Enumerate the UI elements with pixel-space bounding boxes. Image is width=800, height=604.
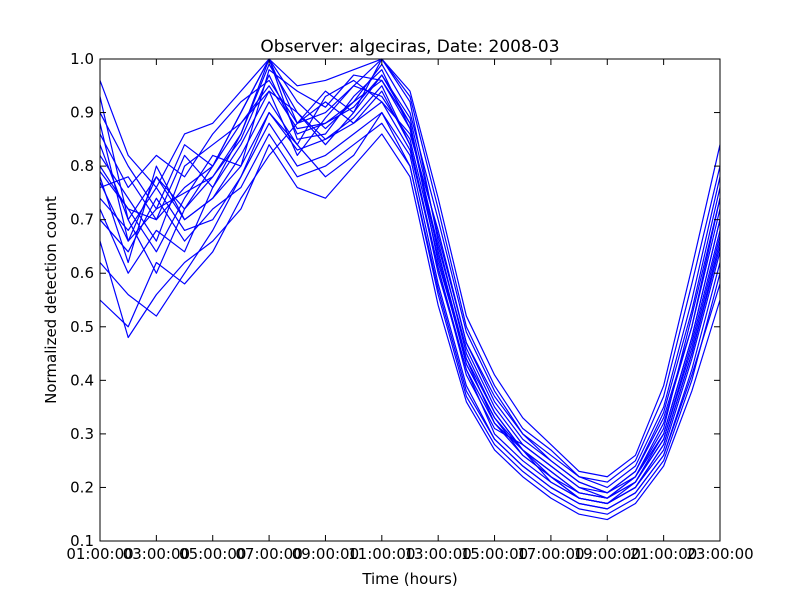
x-tick-label: 17:00:00	[517, 545, 584, 563]
x-tick-label: 21:00:00	[630, 545, 697, 563]
series-line-14	[99, 63, 721, 494]
x-tick-label: 07:00:00	[235, 545, 302, 563]
y-tick-label: 1.0	[70, 50, 94, 68]
x-tick-label: 01:00:00	[66, 545, 133, 563]
y-tick-label: 0.8	[70, 157, 94, 175]
y-tick-label: 0.6	[70, 264, 94, 282]
x-tick-label: 09:00:00	[292, 545, 359, 563]
series-line-12	[99, 111, 721, 510]
y-tick-label: 0.3	[70, 425, 94, 443]
x-axis-label: Time (hours)	[361, 570, 457, 588]
series-line-5	[99, 58, 721, 489]
y-tick-label: 0.1	[70, 532, 94, 550]
x-tick-label: 19:00:00	[574, 545, 641, 563]
x-tick-label: 05:00:00	[179, 545, 246, 563]
chart-title: Observer: algeciras, Date: 2008-03	[260, 37, 559, 57]
y-tick-label: 0.5	[70, 318, 94, 336]
x-tick-label: 03:00:00	[123, 545, 190, 563]
x-axis-ticks: 01:00:0003:00:0005:00:0007:00:0009:00:00…	[66, 59, 754, 563]
y-tick-label: 0.2	[70, 478, 94, 496]
y-axis-ticks: 0.1 0.2 0.3 0.4 0.5 0.6 0.7 0.8 0.9 1.0	[70, 50, 720, 550]
y-tick-label: 0.4	[70, 371, 94, 389]
x-tick-label: 13:00:00	[404, 545, 471, 563]
y-tick-label: 0.9	[70, 104, 94, 122]
plot-frame	[99, 58, 721, 542]
series-line-13	[99, 85, 721, 499]
series-line-18	[99, 79, 721, 499]
series-layer	[99, 58, 721, 521]
series-line-9	[99, 58, 721, 483]
series-line-7	[99, 69, 721, 505]
series-line-17	[99, 101, 721, 505]
x-tick-label: 11:00:00	[348, 545, 415, 563]
x-tick-label: 23:00:00	[686, 545, 753, 563]
series-line-16	[99, 133, 721, 521]
y-axis-label: Normalized detection count	[42, 196, 60, 404]
y-tick-label: 0.7	[70, 211, 94, 229]
series-line-15	[99, 58, 721, 478]
x-tick-label: 15:00:00	[461, 545, 528, 563]
